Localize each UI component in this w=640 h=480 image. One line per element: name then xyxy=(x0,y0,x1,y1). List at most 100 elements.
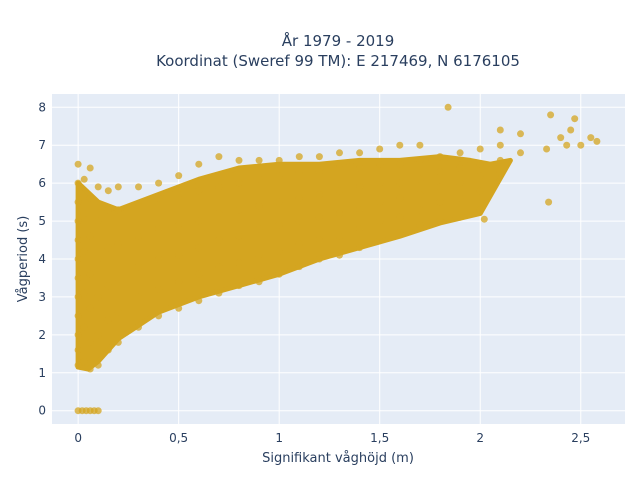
data-point xyxy=(86,304,94,312)
data-point xyxy=(336,232,343,240)
data-point xyxy=(396,141,404,149)
data-point xyxy=(295,168,303,176)
data-point xyxy=(235,282,243,290)
data-point xyxy=(175,251,183,259)
data-point xyxy=(94,293,102,301)
data-point xyxy=(155,255,163,263)
data-point xyxy=(336,149,343,157)
data-point xyxy=(135,232,142,240)
data-point xyxy=(74,236,82,244)
data-point xyxy=(315,236,323,244)
data-point xyxy=(86,365,94,373)
data-point xyxy=(496,156,504,164)
data-point xyxy=(275,198,283,206)
data-point xyxy=(295,194,303,202)
y-tick-label: 3 xyxy=(38,290,46,304)
data-point xyxy=(396,194,404,202)
data-point xyxy=(86,232,94,240)
data-point xyxy=(587,134,595,142)
data-point xyxy=(356,244,364,252)
data-point xyxy=(104,282,112,290)
data-point xyxy=(195,160,203,168)
data-point xyxy=(396,213,404,221)
data-point xyxy=(356,164,364,172)
data-point xyxy=(104,206,112,214)
y-tick-label: 8 xyxy=(38,100,46,114)
data-point xyxy=(376,198,384,206)
data-point xyxy=(94,361,102,369)
y-tick-label: 7 xyxy=(38,138,46,152)
data-point xyxy=(593,137,601,145)
data-point xyxy=(315,168,323,176)
data-point xyxy=(376,217,384,225)
data-point xyxy=(135,323,142,331)
data-point xyxy=(275,247,283,255)
data-point xyxy=(135,293,142,301)
data-point xyxy=(476,172,484,180)
y-tick-label: 2 xyxy=(38,328,46,342)
data-point xyxy=(94,217,102,225)
y-tick-label: 5 xyxy=(38,214,46,228)
data-point xyxy=(577,141,585,149)
data-point xyxy=(295,263,303,271)
data-point xyxy=(376,145,384,153)
data-point xyxy=(155,225,163,233)
data-point xyxy=(496,168,504,176)
data-point xyxy=(175,172,183,180)
data-point xyxy=(436,153,444,161)
data-point xyxy=(94,331,102,339)
data-point xyxy=(255,251,263,259)
data-point xyxy=(104,244,112,252)
x-axis-ticks: 0 0,5 1 1,5 2 2,5 xyxy=(74,431,590,445)
grid-lines xyxy=(52,94,625,424)
data-point xyxy=(315,191,323,198)
data-point xyxy=(255,175,263,183)
data-point xyxy=(215,289,223,297)
data-point xyxy=(155,194,163,202)
data-point xyxy=(195,297,203,305)
data-point xyxy=(80,210,88,217)
data-point xyxy=(235,259,243,267)
data-point xyxy=(86,164,94,172)
data-point xyxy=(436,168,444,176)
x-tick-label: 2,5 xyxy=(571,431,590,445)
data-point xyxy=(396,228,404,236)
data-point xyxy=(86,194,94,202)
data-point xyxy=(376,236,384,244)
data-point xyxy=(114,274,122,282)
data-point xyxy=(275,156,283,164)
data-point xyxy=(436,183,444,191)
y-axis-ticks: 0 1 2 3 4 5 6 7 8 xyxy=(38,100,46,417)
y-tick-label: 6 xyxy=(38,176,46,190)
data-point xyxy=(235,179,243,187)
y-tick-label: 0 xyxy=(38,404,46,418)
data-points xyxy=(74,103,601,415)
data-point xyxy=(315,213,323,221)
data-point xyxy=(80,323,88,331)
y-tick-label: 4 xyxy=(38,252,46,266)
data-point xyxy=(557,134,565,142)
x-tick-label: 1,5 xyxy=(370,431,389,445)
data-point xyxy=(215,210,223,217)
data-point xyxy=(74,361,82,369)
data-point xyxy=(74,293,82,301)
data-point xyxy=(235,232,243,240)
data-point xyxy=(456,194,464,202)
data-point xyxy=(336,164,343,172)
data-point xyxy=(175,278,183,286)
data-point xyxy=(571,115,579,123)
data-point xyxy=(416,156,424,164)
data-point xyxy=(255,202,263,210)
data-point xyxy=(456,213,464,221)
data-point xyxy=(295,240,303,248)
data-point xyxy=(195,270,203,278)
data-point xyxy=(336,251,343,259)
data-point xyxy=(315,255,323,263)
data-point xyxy=(86,338,94,346)
data-point xyxy=(104,346,112,354)
data-point xyxy=(114,206,122,214)
data-point xyxy=(356,183,364,191)
y-tick-label: 1 xyxy=(38,366,46,380)
